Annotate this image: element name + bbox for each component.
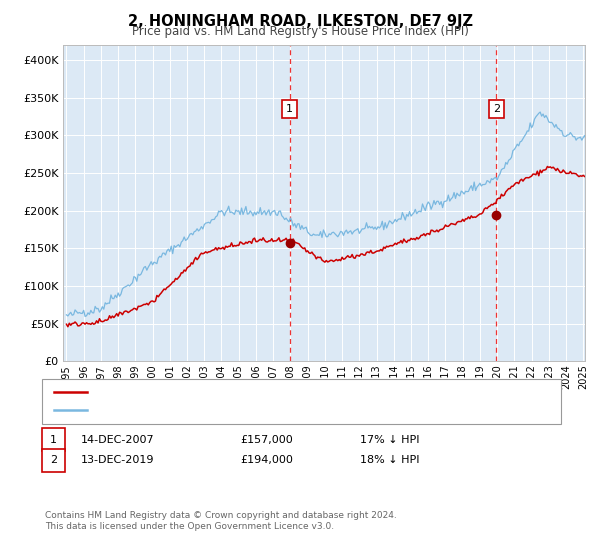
Text: 2, HONINGHAM ROAD, ILKESTON, DE7 9JZ (detached house): 2, HONINGHAM ROAD, ILKESTON, DE7 9JZ (de…: [93, 387, 423, 397]
Text: 1: 1: [286, 104, 293, 114]
Text: £157,000: £157,000: [240, 435, 293, 445]
Text: Price paid vs. HM Land Registry's House Price Index (HPI): Price paid vs. HM Land Registry's House …: [131, 25, 469, 38]
Text: 13-DEC-2019: 13-DEC-2019: [81, 455, 155, 465]
Text: 17% ↓ HPI: 17% ↓ HPI: [360, 435, 419, 445]
Text: 18% ↓ HPI: 18% ↓ HPI: [360, 455, 419, 465]
Text: 2: 2: [493, 104, 500, 114]
Text: 1: 1: [50, 435, 57, 445]
Text: Contains HM Land Registry data © Crown copyright and database right 2024.
This d: Contains HM Land Registry data © Crown c…: [45, 511, 397, 531]
Text: 2: 2: [50, 455, 57, 465]
Text: HPI: Average price, detached house, Erewash: HPI: Average price, detached house, Erew…: [93, 405, 341, 415]
Text: 2, HONINGHAM ROAD, ILKESTON, DE7 9JZ: 2, HONINGHAM ROAD, ILKESTON, DE7 9JZ: [128, 14, 473, 29]
Text: £194,000: £194,000: [240, 455, 293, 465]
Text: 14-DEC-2007: 14-DEC-2007: [81, 435, 155, 445]
